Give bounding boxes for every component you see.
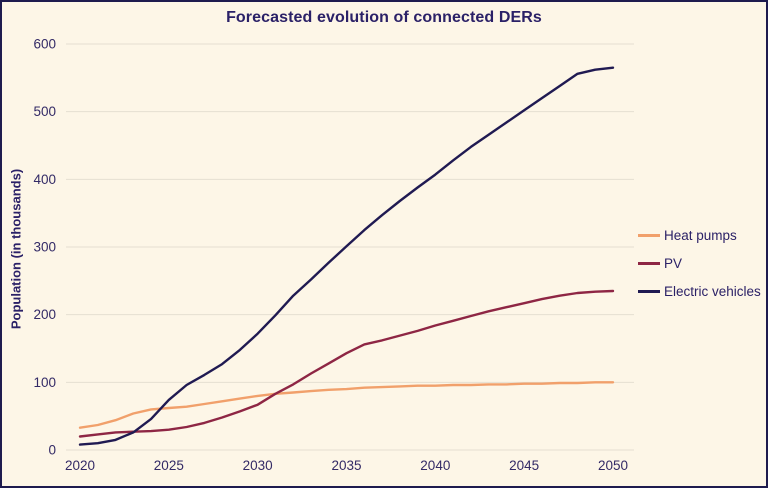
x-tick-label: 2025 (154, 458, 184, 473)
legend-label: Heat pumps (664, 227, 737, 243)
legend-swatch (638, 233, 660, 237)
x-tick-label: 2020 (65, 458, 95, 473)
legend-swatch (638, 289, 660, 293)
y-tick-label: 100 (33, 375, 56, 390)
series-line-heat-pumps (78, 381, 615, 429)
legend-item: PV (638, 249, 761, 277)
legend-item: Electric vehicles (638, 277, 761, 305)
y-tick-label: 500 (33, 104, 56, 119)
legend-label: Electric vehicles (664, 283, 761, 299)
y-tick-label: 0 (48, 443, 56, 458)
x-tick-label: 2035 (331, 458, 361, 473)
legend: Heat pumps PV Electric vehicles (638, 221, 761, 305)
y-tick-label: 200 (33, 307, 56, 322)
legend-swatch (638, 261, 660, 265)
x-tick-label: 2045 (509, 458, 539, 473)
y-tick-label: 300 (33, 240, 56, 255)
legend-item: Heat pumps (638, 221, 761, 249)
y-tick-label: 600 (33, 37, 56, 52)
x-tick-label: 2050 (598, 458, 628, 473)
chart-title: Forecasted evolution of connected DERs (226, 9, 542, 26)
series-line-pv (78, 289, 615, 438)
x-tick-label: 2040 (420, 458, 450, 473)
y-tick-label: 400 (33, 172, 56, 187)
legend-label: PV (664, 255, 683, 271)
x-tick-label: 2030 (243, 458, 273, 473)
series-line-electric-vehicles (78, 66, 615, 446)
